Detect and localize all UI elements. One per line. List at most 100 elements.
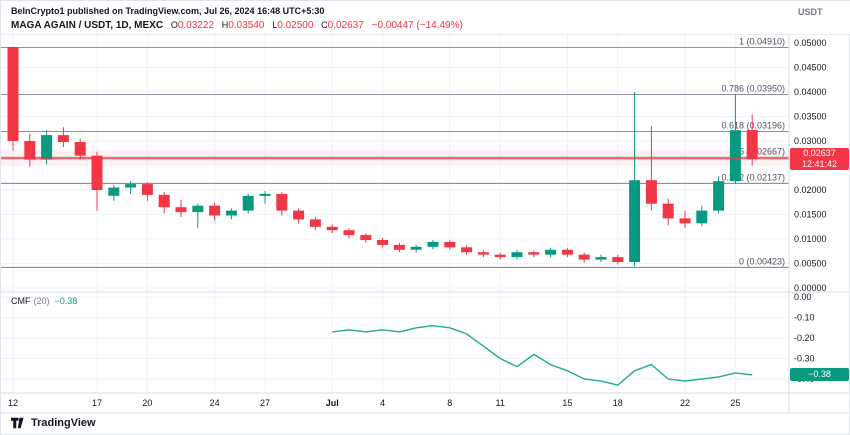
fib-retracement[interactable]: 1 (0.04910) 0.786 (0.03950) 0.618 (0.03196… [1, 36, 789, 268]
time-tick-label: 8 [447, 398, 452, 408]
chart-header: BeInCrypto1 published on TradingView.com… [1, 1, 850, 34]
candle-body [209, 205, 221, 216]
candle-body [696, 210, 708, 224]
candle-body [612, 257, 624, 262]
fib-label: 0 (0.00423) [739, 256, 785, 266]
fib-label: 0.618 (0.03196) [721, 120, 785, 130]
candle-body [511, 252, 523, 258]
price-tick-label: 0.05000 [794, 38, 827, 48]
price-tick-label: 0.00000 [794, 283, 827, 293]
change-value: −0.00447 (−14.49%) [371, 20, 463, 31]
time-tick-label: 15 [562, 398, 572, 408]
low-value: 0.02500 [277, 20, 314, 31]
candle-body [393, 244, 405, 250]
candle-body [528, 252, 540, 255]
candle-body [545, 249, 557, 255]
candle-body [746, 130, 758, 159]
cmf-tick-label: -0.30 [794, 354, 815, 364]
tradingview-brand[interactable]: TradingView [31, 417, 96, 429]
ohlc-values: O0.03222 H0.03540 L0.02500 C0.02637 −0.0… [166, 20, 463, 31]
symbol-row: MAGA AGAIN / USDT, 1D, MEXC O0.03222 H0.… [11, 20, 463, 31]
last-price-badge: 0.02637 12:41:42 [790, 148, 849, 170]
fib-label: 0.382 (0.02137) [721, 172, 785, 182]
low-label: L [272, 20, 278, 30]
fib-label: 0.786 (0.03950) [721, 84, 785, 94]
candle-body [225, 210, 237, 216]
price-axis[interactable]: 0.050000.045000.040000.035000.030000.025… [794, 38, 827, 384]
fib-label: 1 (0.04910) [739, 36, 785, 46]
candle-body [343, 230, 355, 236]
candle-body [192, 205, 204, 213]
price-tick-label: 0.04000 [794, 87, 827, 97]
candle-body [108, 187, 120, 196]
fib-label: 0.5 (0.02667) [731, 146, 785, 156]
candle-body [444, 241, 456, 248]
time-tick-label: 4 [380, 398, 385, 408]
cmf-name: CMF [11, 296, 31, 306]
close-label: C [321, 20, 328, 30]
high-value: 0.03540 [228, 20, 265, 31]
grid-lines [1, 34, 789, 393]
candle-body [41, 135, 53, 160]
candle-body [175, 207, 187, 213]
tradingview-logo-icon[interactable] [11, 417, 26, 429]
candle-body [360, 235, 372, 240]
close-value: 0.02637 [327, 20, 364, 31]
last-price-value: 0.02637 [803, 148, 836, 158]
candle-body [629, 180, 641, 262]
time-tick-label: 22 [680, 398, 690, 408]
candle-body [645, 180, 657, 204]
price-tick-label: 0.02000 [794, 185, 827, 195]
footer: TradingView [11, 417, 96, 429]
time-tick-label: 11 [496, 398, 505, 408]
price-tick-label: 0.03500 [794, 112, 827, 122]
candle-body [158, 194, 170, 208]
price-tick-label: 0.00500 [794, 259, 827, 269]
candle-body [679, 218, 691, 224]
attribution-text: BeInCrypto1 published on TradingView.com… [11, 6, 325, 16]
time-tick-label: 27 [260, 398, 270, 408]
last-price-time: 12:41:42 [801, 159, 838, 169]
candle-body [494, 254, 506, 258]
cmf-line [332, 324, 753, 386]
candle-body [91, 155, 103, 190]
cmf-value-badge: −0.38 [790, 368, 849, 381]
candle-body [74, 142, 86, 156]
candle-body [461, 247, 473, 253]
time-tick-label: Jul [326, 398, 339, 408]
cmf-tick-label: -0.20 [794, 333, 815, 343]
time-axis[interactable]: 12 17 20 24 27 Jul 4 8 11 15 18 22 25 [8, 398, 740, 408]
time-tick-label: 25 [730, 398, 740, 408]
candle-body [427, 241, 439, 247]
candle-body [713, 181, 725, 211]
cmf-indicator-legend[interactable]: CMF (20) −0.38 [11, 296, 77, 306]
candle-body [729, 130, 741, 182]
candle-body [276, 193, 288, 211]
candle-body [477, 252, 489, 255]
symbol-title[interactable]: MAGA AGAIN / USDT, 1D, MEXC [11, 20, 164, 31]
cmf-current-value: −0.38 [54, 296, 78, 306]
candle-body [24, 141, 36, 160]
candle-body [141, 184, 153, 195]
open-value: 0.03222 [177, 20, 214, 31]
candle-body [125, 184, 137, 188]
candles [7, 47, 758, 267]
candle-body [309, 219, 321, 227]
cmf-period: (20) [33, 296, 50, 306]
candle-body [578, 254, 590, 260]
candle-body [595, 257, 607, 260]
currency-label: USDT [798, 7, 823, 17]
time-tick-label: 20 [142, 398, 152, 408]
time-tick-label: 17 [92, 398, 102, 408]
candle-body [259, 193, 271, 196]
price-tick-label: 0.01000 [794, 234, 827, 244]
price-tick-label: 0.01500 [794, 210, 827, 220]
candle-body [561, 249, 573, 255]
time-tick-label: 18 [613, 398, 623, 408]
time-tick-label: 24 [210, 398, 220, 408]
cmf-tick-label: 0.00 [794, 292, 812, 302]
candle-body [7, 47, 19, 141]
candle-body [293, 210, 305, 220]
price-tick-label: 0.03000 [794, 136, 827, 146]
